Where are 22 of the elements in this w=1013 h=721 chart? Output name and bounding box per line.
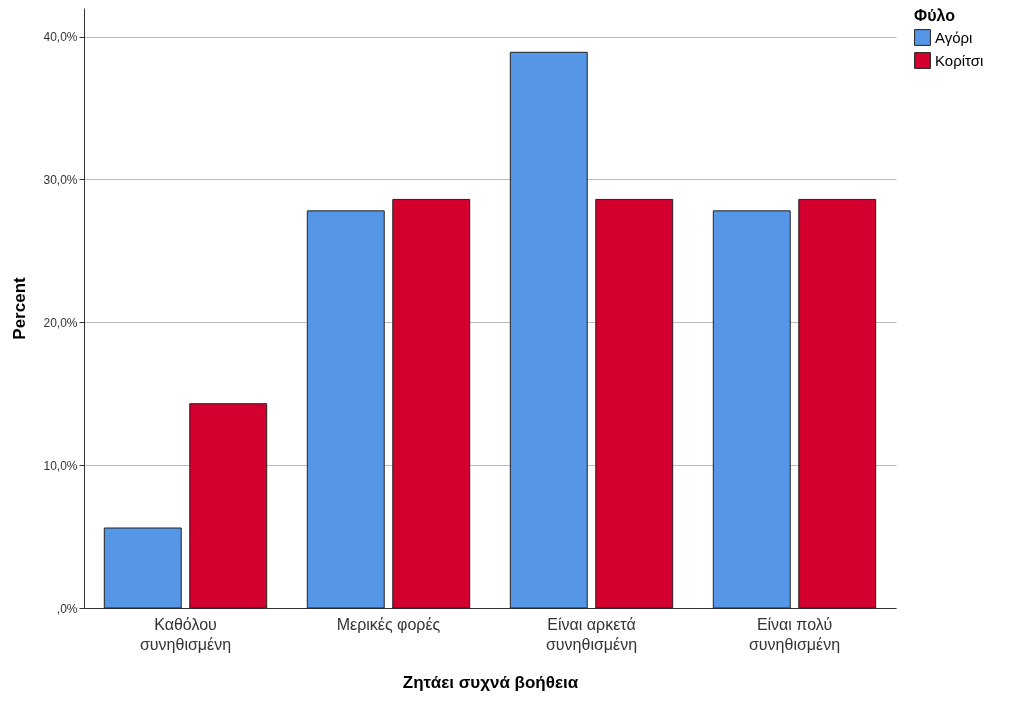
x-tick-label: Μερικές φορές bbox=[336, 615, 441, 633]
x-tick-label: Καθόλου συνηθισμένη bbox=[139, 615, 232, 653]
legend-label: Κορίτσι bbox=[935, 51, 984, 69]
legend-title: Φύλο bbox=[914, 7, 956, 24]
y-tick-label: 30,0% bbox=[43, 172, 78, 187]
legend-label: Αγόρι bbox=[935, 28, 973, 46]
bar bbox=[392, 198, 471, 609]
y-tick-label: 10,0% bbox=[43, 458, 78, 473]
bar bbox=[712, 210, 791, 609]
x-axis-title: Ζητάει συχνά βοήθεια bbox=[402, 672, 579, 692]
bar bbox=[306, 210, 385, 609]
y-axis-title: Percent bbox=[10, 276, 30, 340]
x-tick-label: Είναι αρκετά συνηθισμένη bbox=[545, 615, 638, 653]
y-tick-label: ,0% bbox=[56, 601, 78, 616]
y-tick-label: 40,0% bbox=[43, 30, 78, 45]
bar bbox=[189, 403, 268, 609]
bar bbox=[509, 51, 588, 609]
bar bbox=[595, 198, 674, 609]
bar bbox=[798, 198, 877, 609]
y-tick-label: 20,0% bbox=[43, 315, 78, 330]
x-tick-label: Είναι πολύ συνηθισμένη bbox=[748, 615, 841, 653]
bar bbox=[103, 527, 182, 609]
